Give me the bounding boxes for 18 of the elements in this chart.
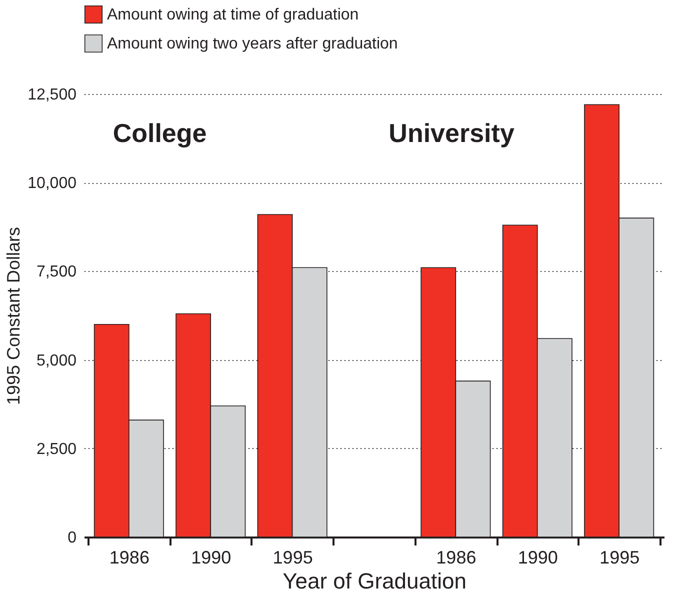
y-axis-title: 1995 Constant Dollars xyxy=(4,226,24,406)
x-tick-label: 1995 xyxy=(600,548,640,568)
x-tick-label: 1986 xyxy=(436,548,476,568)
x-tick-label: 1995 xyxy=(272,548,313,568)
y-tick-label: 5,000 xyxy=(36,352,77,370)
x-axis-title: Year of Graduation xyxy=(282,568,466,594)
x-tick-label: 1990 xyxy=(518,548,558,568)
y-tick-label: 12,500 xyxy=(28,86,77,104)
x-tick-label: 1986 xyxy=(109,548,150,568)
x-tick-label: 1990 xyxy=(191,548,232,568)
legend-label: Amount owing two years after graduation xyxy=(107,36,398,52)
annotation: College xyxy=(112,118,207,148)
y-tick-label: 0 xyxy=(68,530,77,546)
y-tick-label: 2,500 xyxy=(36,440,77,458)
annotation: University xyxy=(388,118,515,148)
legend-label: Amount owing at time of graduation xyxy=(107,6,359,24)
y-tick-label: 10,000 xyxy=(28,175,77,192)
y-tick-label: 7,500 xyxy=(36,264,77,281)
